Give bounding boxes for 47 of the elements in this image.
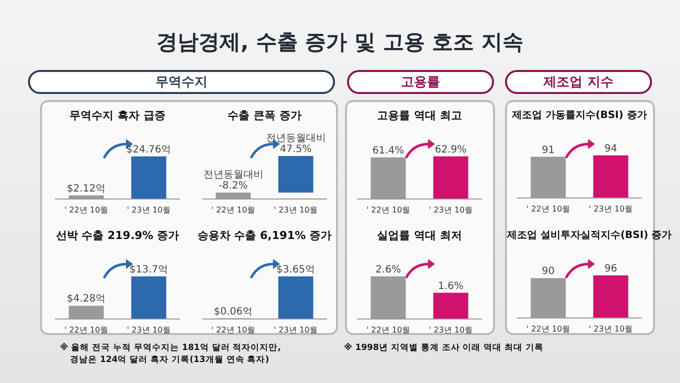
data-label: 62.9% xyxy=(434,144,467,156)
x-tick-label: ' 23년 10월 xyxy=(126,206,171,215)
x-tick-label: ' 22년 10월 xyxy=(526,324,570,334)
text: 경남경제, 수출 증가 및 고용 호조 지속 xyxy=(156,29,524,56)
x-tick-label: ' 22년 10월 xyxy=(211,326,256,335)
text: ※ 1998년 지역별 통계 조사 이래 역대 최대 기록 xyxy=(344,342,544,354)
x-tick-label: ' 22년 10월 xyxy=(64,206,108,215)
x-tick-label: ' 22년 10월 xyxy=(526,204,570,214)
x-tick-label: ' 23년 10월 xyxy=(274,326,318,335)
data-label: 61.4% xyxy=(372,145,404,156)
x-tick-label: ' 22년 10월 xyxy=(64,326,108,335)
data-label: $13.7억 xyxy=(129,264,168,276)
chart-title: 수출 큰폭 증가 xyxy=(226,108,302,123)
chart-title: 제조업 설비투자실적지수(BSI) 증가 xyxy=(507,229,672,242)
chart-title: 승용차 수출 6,191% 증가 xyxy=(196,228,333,243)
x-tick-label: ' 22년 10월 xyxy=(211,206,256,215)
data-label: $3.65억 xyxy=(276,264,316,276)
data-label: 96 xyxy=(604,263,618,274)
x-tick-label: ' 22년 10월 xyxy=(366,206,410,215)
x-tick-label: ' 23년 10월 xyxy=(428,206,473,215)
section-frame: 무역수지 xyxy=(28,70,335,94)
data-label: $0.06억 xyxy=(214,306,253,318)
x-tick-label: ' 23년 10월 xyxy=(428,326,473,335)
data-label: $24.76억 xyxy=(126,144,172,156)
data-label: $2.12억 xyxy=(66,183,106,194)
data-label: 91 xyxy=(542,144,555,156)
section-frame: 고용률 xyxy=(347,70,494,94)
chart-title: 무역수지 흑자 급증 xyxy=(68,108,166,123)
chart-title: 실업률 역대 최저 xyxy=(376,228,463,243)
data-label: 2.6% xyxy=(376,264,401,276)
x-tick-label: ' 23년 10월 xyxy=(126,326,171,335)
x-tick-label: ' 23년 10월 xyxy=(588,324,633,334)
data-label: 90 xyxy=(542,266,555,278)
chart-title: 제조업 가동률지수(BSI) 증가 xyxy=(511,109,648,122)
section-frame: 제조업 지수 xyxy=(505,70,652,94)
data-label: 1.6% xyxy=(438,280,464,292)
data-label: 전년동월대비 47.5% xyxy=(266,132,326,155)
data-label: 전년동월대비 -8.2% xyxy=(203,170,264,192)
data-label: $4.28억 xyxy=(66,294,106,305)
chart-title: 고용률 역대 최고 xyxy=(376,108,463,123)
text: 경남은 124억 달러 흑자 기록(13개월 연속 흑자) xyxy=(69,354,270,366)
x-tick-label: ' 22년 10월 xyxy=(366,326,410,335)
x-tick-label: ' 23년 10월 xyxy=(274,206,318,215)
text: ※ 올해 전국 누적 무역수지는 181억 달러 적자이지만, xyxy=(60,342,281,354)
x-tick-label: ' 23년 10월 xyxy=(588,204,633,214)
data-label: 94 xyxy=(604,143,618,154)
chart-title: 선박 수출 219.9% 증가 xyxy=(54,228,180,243)
